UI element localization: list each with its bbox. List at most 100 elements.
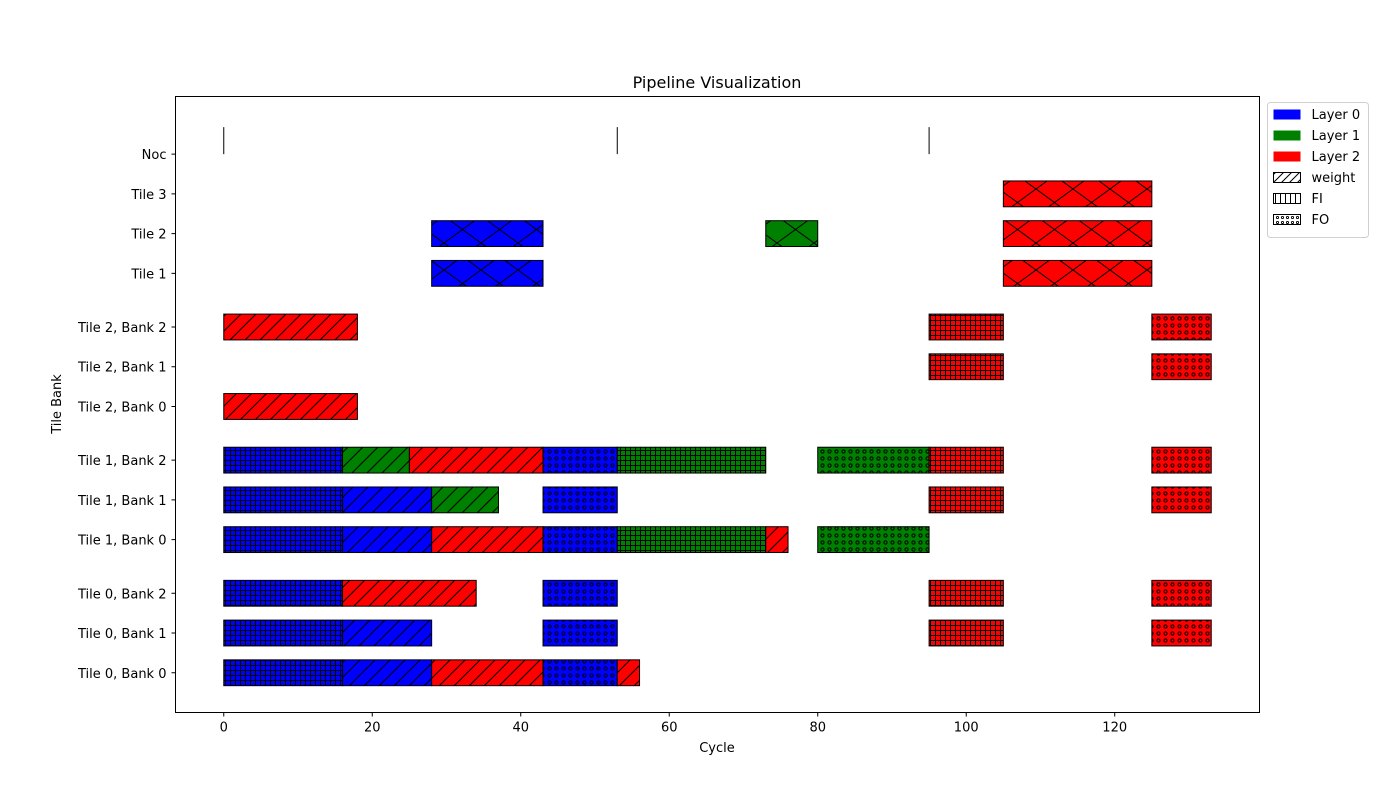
bar-hatch-weight [223,313,358,341]
bar-tile-1-28-43 [431,259,544,287]
bar-hatch-FO [1151,579,1212,607]
bar-hatch-FI [223,659,344,687]
x-tick-label-40: 40 [512,721,529,736]
bar-tile-1-bank-0-0-16 [223,526,344,554]
bar-hatch-FI [928,353,1004,381]
bar-hatch-FI [616,446,767,474]
bar-tile-1-bank-1-125-133 [1151,486,1212,514]
bar-hatch-weight [616,659,641,687]
bar-tile-1-bank-1-95-105 [928,486,1004,514]
bar-hatch-FO [542,619,618,647]
legend-hatch-fi [1273,193,1301,204]
bar-hatch-weight [342,579,477,607]
y-tick-label-tile-1: Tile 1 [130,267,166,282]
bar-hatch-FO [1151,619,1212,647]
bar-hatch-FO [1151,353,1212,381]
bar-tile-0-bank-0-43-53 [542,659,618,687]
y-tick-label-tile-1-bank-1: Tile 1, Bank 1 [77,494,167,509]
legend-label-fi: FI [1312,192,1323,207]
y-tick-label-tile-2-bank-1: Tile 2, Bank 1 [77,361,167,376]
plot-frame [175,96,1260,713]
bar-tile-0-bank-0-53-56 [616,659,641,687]
bar-hatch-weight [223,393,358,420]
bar-tile-1-bank-2-16-25 [342,446,410,474]
bar-tile-0-bank-0-28-43 [431,659,544,687]
bar-tile-0-bank-2-43-53 [542,579,618,607]
bar-hatch-FI [616,526,767,554]
bar-tile-1-bank-2-25-43 [408,446,544,474]
bar-tile-3-105-125 [1002,180,1153,208]
bar-tile-0-bank-2-125-133 [1151,579,1212,607]
legend-label-weight: weight [1312,171,1356,186]
bar-tile-1-bank-1-28-37 [431,486,499,514]
bar-tile-0-bank-2-95-105 [928,579,1004,607]
bar-hatch-FO [542,486,618,514]
y-tick-label-noc: Noc [142,148,167,163]
bar-hatch-compute [1002,180,1153,208]
bar-tile-1-bank-1-0-16 [223,486,344,514]
bar-tile-0-bank-2-0-16 [223,579,344,607]
bar-tile-1-bank-0-28-43 [431,526,544,554]
bar-hatch-FO [817,446,930,474]
x-tick-label-20: 20 [364,721,381,736]
bar-hatch-FI [223,486,344,514]
y-axis-title: Tile Bank [50,374,65,435]
bar-hatch-weight [431,486,499,514]
legend-label-fo: FO [1312,213,1330,228]
bar-hatch-compute [1002,259,1153,287]
bar-tile-0-bank-1-95-105 [928,619,1004,647]
bar-tile-1-bank-0-43-53 [542,526,618,554]
bar-tile-1-bank-0-73-76 [765,526,789,554]
bar-hatch-weight [408,446,544,474]
x-tick-label-0: 0 [220,721,228,736]
bar-tile-2-bank-2-0-18 [223,313,358,341]
bar-tile-1-bank-2-95-105 [928,446,1004,474]
legend: Layer 0 Layer 1 Layer 2 weight FI FO [1267,102,1369,238]
legend-label-layer-1: Layer 1 [1312,129,1361,144]
bar-tile-0-bank-1-16-28 [342,619,433,647]
bar-tile-2-bank-2-95-105 [928,313,1004,341]
bar-hatch-FO [1151,486,1212,514]
bar-hatch-FO [817,526,930,554]
x-axis-title: Cycle [699,741,735,756]
bar-tile-1-bank-2-0-16 [223,446,344,474]
bar-hatch-weight [431,526,544,554]
y-tick-label-tile-2-bank-2: Tile 2, Bank 2 [77,321,167,336]
bar-tile-1-bank-0-80-95 [817,526,930,554]
bar-hatch-weight [342,619,433,647]
bar-tile-2-bank-0-0-18 [223,393,358,420]
bar-tile-2-73-80 [765,220,819,248]
bar-tile-2-bank-2-125-133 [1151,313,1212,341]
legend-label-layer-0: Layer 0 [1312,108,1361,123]
legend-hatch-fo [1273,214,1301,225]
bar-tile-1-bank-2-43-53 [542,446,618,474]
legend-hatch-weight [1273,172,1301,183]
bar-tile-2-bank-1-125-133 [1151,353,1212,381]
bar-hatch-FI [928,579,1004,607]
bar-tile-1-bank-0-16-28 [342,526,433,554]
bar-tile-2-bank-1-95-105 [928,353,1004,381]
bar-tile-1-bank-0-53-73 [616,526,767,554]
bar-tile-0-bank-0-16-28 [342,659,433,687]
bar-hatch-FO [542,446,618,474]
bar-hatch-FI [223,446,344,474]
y-tick-label-tile-0-bank-2: Tile 0, Bank 2 [77,587,167,602]
y-tick-label-tile-3: Tile 3 [130,188,166,203]
bar-hatch-weight [342,446,410,474]
y-tick-label-tile-0-bank-0: Tile 0, Bank 0 [77,667,167,682]
bar-hatch-compute [431,220,544,248]
bar-tile-0-bank-1-43-53 [542,619,618,647]
bar-hatch-FO [1151,313,1212,341]
y-tick-label-tile-1-bank-2: Tile 1, Bank 2 [77,454,167,469]
bar-tile-1-bank-1-43-53 [542,486,618,514]
bar-hatch-weight [765,526,789,554]
y-tick-label-tile-0-bank-1: Tile 0, Bank 1 [77,627,167,642]
bar-tile-2-28-43 [431,220,544,248]
x-tick-label-120: 120 [1102,721,1127,736]
bar-tile-1-bank-2-53-73 [616,446,767,474]
legend-swatch-layer-1 [1273,130,1301,141]
legend-swatch-layer-2 [1273,151,1301,162]
bar-hatch-FI [223,619,344,647]
